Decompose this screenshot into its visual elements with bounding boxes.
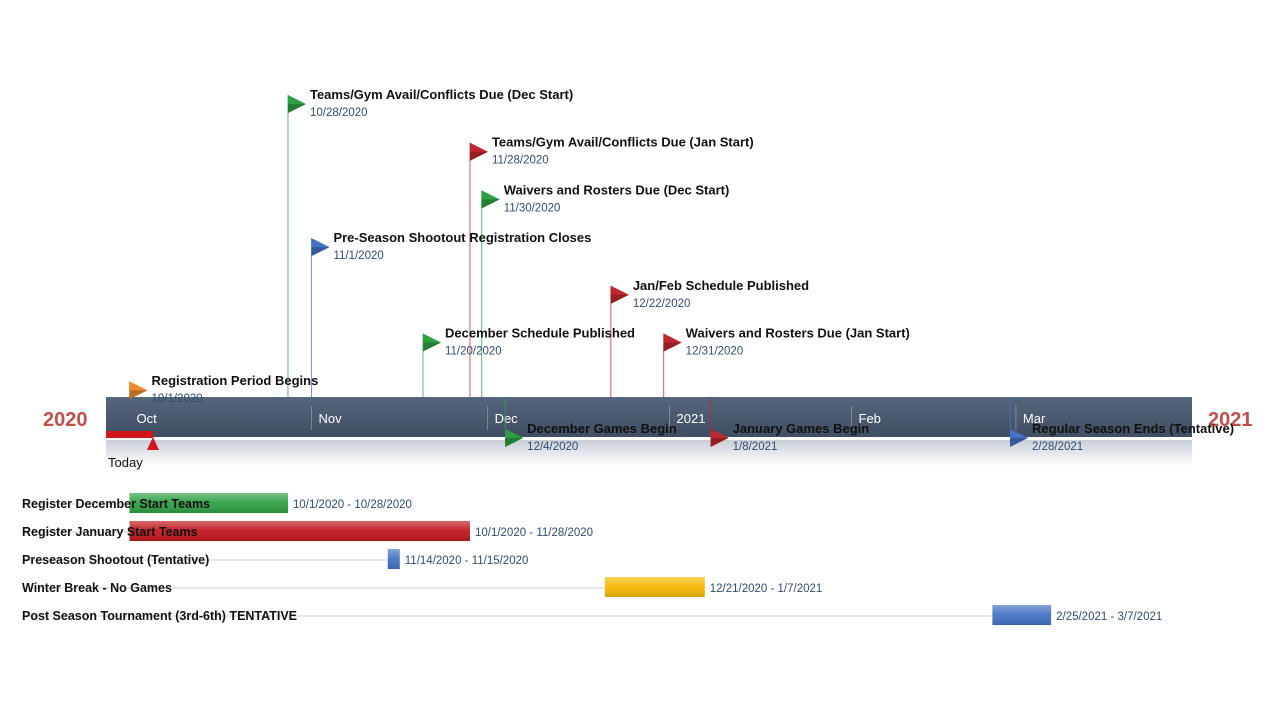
milestone-date: 10/1/2020 [151,393,202,405]
start-year-label: 2020 [43,409,88,431]
milestone-title: Waivers and Rosters Due (Jan Start) [686,326,910,341]
month-label: Mar [1023,411,1046,426]
milestone-date: 11/30/2020 [504,202,561,214]
flag-shade [287,104,306,113]
task-date-range: 2/25/2021 - 3/7/2021 [1056,611,1162,623]
milestone-title: Pre-Season Shootout Registration Closes [333,230,591,245]
milestone: January Games Begin 1/8/2021 [710,397,870,453]
milestone-title: Waivers and Rosters Due (Dec Start) [504,182,730,197]
milestone: Waivers and Rosters Due (Dec Start) 11/30… [481,182,730,397]
month-label: Nov [318,411,342,426]
milestone-title: December Schedule Published [445,326,635,341]
today-label: Today [108,455,143,470]
task-label: Post Season Tournament (3rd-6th) TENTATI… [22,609,297,623]
flag-shade [481,199,500,209]
milestone-title: Regular Season Ends (Tentative) [1032,421,1234,436]
milestone-date: 10/28/2020 [310,107,368,119]
task-row: Post Season Tournament (3rd-6th) TENTATI… [22,605,1162,625]
milestone-date: 1/8/2021 [733,441,778,453]
task-date-range: 10/1/2020 - 10/28/2020 [293,499,412,511]
flag-shade [1010,437,1029,447]
milestone: Regular Season Ends (Tentative) 2/28/2021 [1009,397,1234,453]
milestone: Teams/Gym Avail/Conflicts Due (Dec Start… [287,87,573,397]
task-date-range: 11/14/2020 - 11/15/2020 [405,555,529,567]
milestone-date: 12/31/2020 [686,346,744,358]
task-bar-gloss [129,493,288,513]
task-row: Preseason Shootout (Tentative) 11/14/2020… [22,549,528,569]
task-date-range: 12/21/2020 - 1/7/2021 [710,583,823,595]
milestone-title: Registration Period Begins [151,373,318,388]
task-bar-gloss [992,605,1052,625]
milestone: December Games Begin 12/4/2020 [504,397,677,453]
flag-shade [422,342,441,352]
task-rows: Register December Start Teams 10/1/2020 -… [22,493,1162,625]
milestone: December Schedule Published 11/20/2020 [422,326,635,397]
milestone-title: Teams/Gym Avail/Conflicts Due (Dec Start… [310,87,573,102]
task-row: Register January Start Teams 10/1/2020 - … [22,521,593,541]
task-bar-gloss [129,521,470,541]
milestone: Waivers and Rosters Due (Jan Start) 12/31… [663,326,910,397]
task-bar-gloss [604,577,705,597]
milestone-date: 12/4/2020 [527,441,578,453]
month-label: Dec [495,411,519,426]
end-year-label: 2021 [1208,409,1253,431]
month-label: 2021 [677,411,706,426]
flag-shade [505,437,524,447]
flag-shade [129,390,148,400]
milestone-date: 11/28/2020 [492,155,549,167]
today-arrow-icon [146,437,159,450]
milestone-title: January Games Begin [733,421,870,436]
milestone-date: 12/22/2020 [633,298,691,310]
milestone-title: December Games Begin [527,421,677,436]
milestone: Jan/Feb Schedule Published 12/22/2020 [610,278,809,397]
timeline-shadow [106,440,1192,466]
task-date-range: 10/1/2020 - 11/28/2020 [475,527,593,539]
task-label: Winter Break - No Games [22,581,172,595]
month-label: Feb [859,411,881,426]
flag-shade [710,437,729,447]
milestone-date: 2/28/2021 [1032,441,1083,453]
task-label: Register December Start Teams [22,497,210,511]
flag-shade [311,247,330,257]
milestone-title: Teams/Gym Avail/Conflicts Due (Jan Start… [492,135,754,150]
milestone: Teams/Gym Avail/Conflicts Due (Jan Start… [469,135,754,397]
milestone-date: 11/20/2020 [445,346,502,358]
milestone: Pre-Season Shootout Registration Closes 1… [310,230,591,397]
flag-shade [610,294,629,304]
month-label: Oct [136,411,157,426]
today-marker: Today [106,431,159,470]
elapsed-progress-bar [106,431,153,438]
milestone-date: 11/1/2020 [333,250,383,262]
flag-shade [663,342,682,352]
task-label: Preseason Shootout (Tentative) [22,553,209,567]
task-row: Winter Break - No Games 12/21/2020 - 1/7/… [22,577,822,597]
task-label: Register January Start Teams [22,525,198,539]
milestone: Registration Period Begins 10/1/2020 [128,373,318,405]
milestone-title: Jan/Feb Schedule Published [633,278,809,293]
task-row: Register December Start Teams 10/1/2020 -… [22,493,412,513]
month-ticks: Oct Nov Dec 2021 Feb Mar [136,406,1046,430]
milestones: Teams/Gym Avail/Conflicts Due (Dec Start… [128,87,1234,453]
flag-shade [469,151,488,161]
task-bar-gloss [387,549,400,569]
